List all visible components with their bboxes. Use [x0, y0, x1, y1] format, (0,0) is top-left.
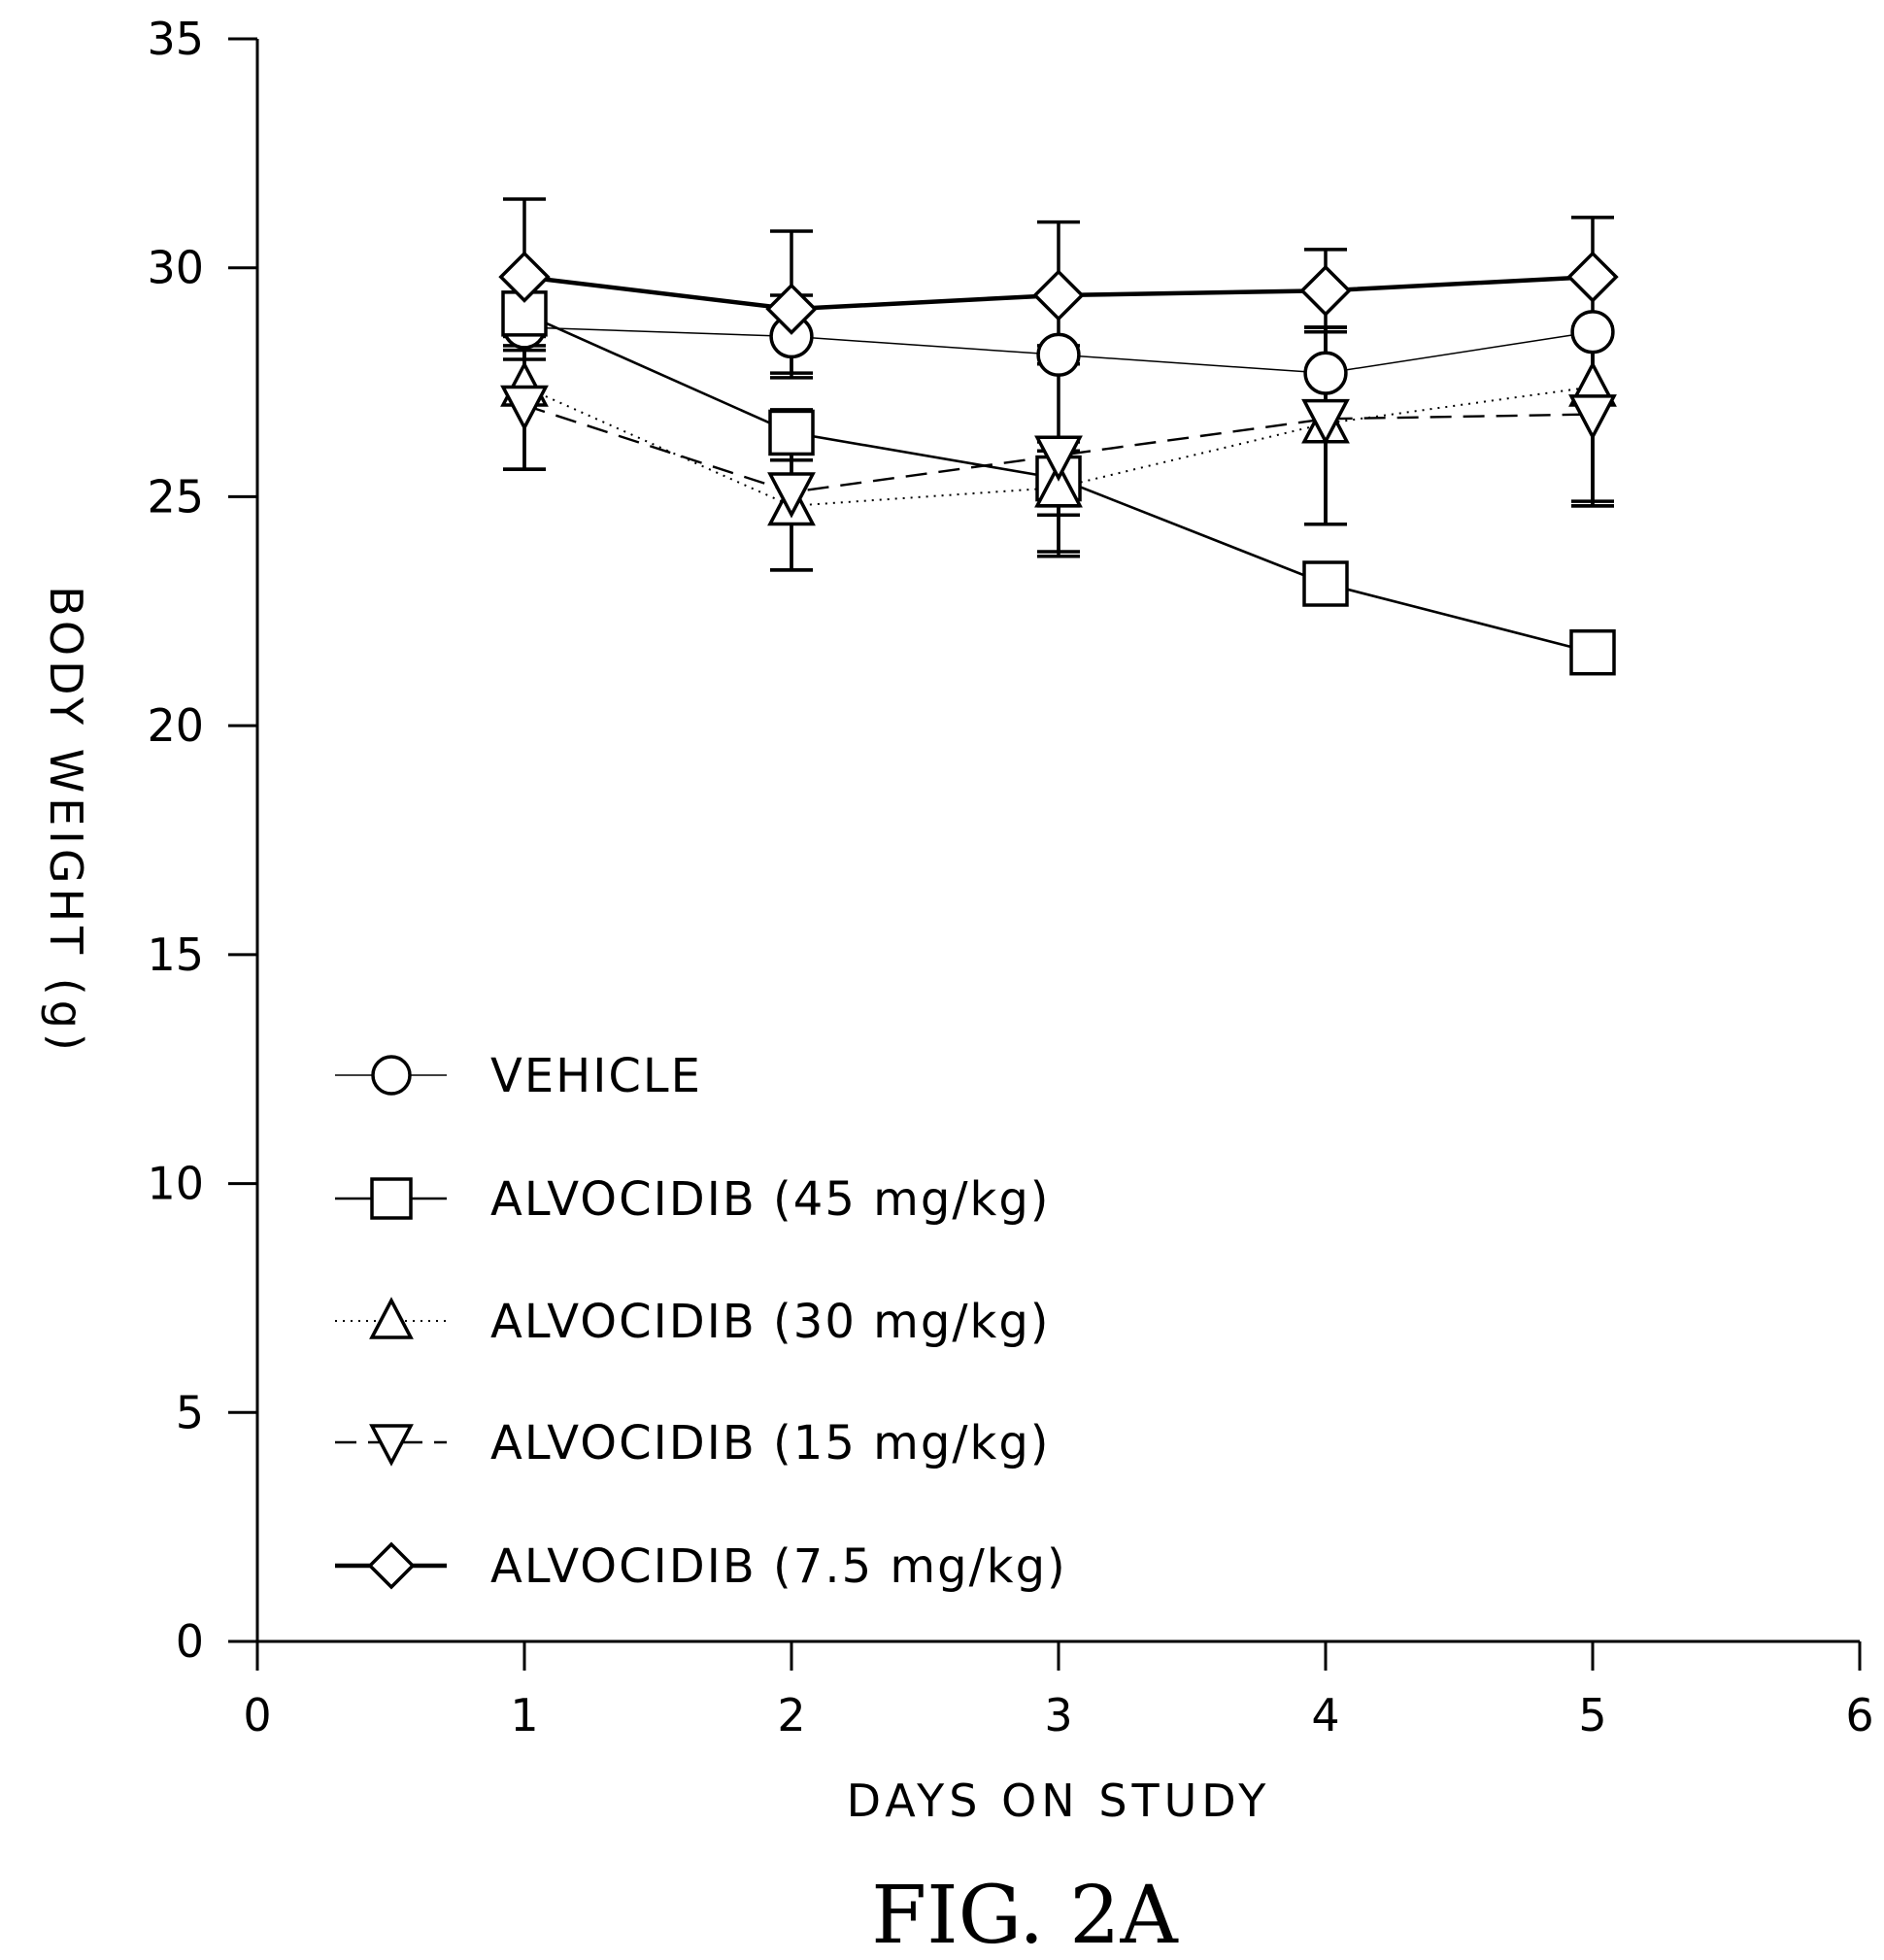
- legend-marker: [371, 1055, 412, 1096]
- data-point: [767, 472, 816, 519]
- data-point: [1032, 269, 1085, 321]
- figure-caption: FIG. 2A: [871, 1870, 1179, 1960]
- data-point: [1299, 264, 1352, 317]
- data-point: [1570, 310, 1615, 355]
- y-tick-label: 30: [147, 242, 204, 294]
- legend-marker: [370, 1177, 413, 1220]
- data-point: [1034, 435, 1083, 482]
- legend-marker: [369, 1424, 414, 1467]
- data-point: [1301, 398, 1350, 446]
- axes: [228, 37, 1862, 1671]
- data-point: [1302, 560, 1349, 607]
- y-tick-label: 10: [147, 1158, 204, 1210]
- data-point: [1568, 394, 1617, 441]
- legend: VEHICLE ALVOCIDIB (45 mg/kg) ALVOCIDIB (30…: [335, 1049, 1067, 1594]
- y-tick-label: 20: [147, 699, 204, 752]
- legend-label: ALVOCIDIB (15 mg/kg): [490, 1416, 1051, 1470]
- data-point: [500, 385, 549, 432]
- data-point: [1034, 461, 1083, 508]
- y-tick-label: 35: [147, 13, 204, 65]
- x-tick-label: 0: [243, 1689, 271, 1741]
- y-tick-label: 25: [147, 470, 204, 523]
- x-tick-label: 6: [1845, 1689, 1873, 1741]
- x-tick-label: 4: [1311, 1689, 1339, 1741]
- legend-label: ALVOCIDIB (30 mg/kg): [490, 1295, 1051, 1349]
- series-markers: [498, 251, 1619, 676]
- legend-label: ALVOCIDIB (7.5 mg/kg): [490, 1539, 1067, 1594]
- data-point: [1036, 332, 1081, 377]
- legend-label: VEHICLE: [490, 1049, 702, 1103]
- data-point: [1303, 351, 1348, 395]
- y-tick-label: 5: [176, 1386, 204, 1438]
- y-axis-title: BODY WEIGHT (g): [40, 586, 92, 1056]
- x-tick-label: 5: [1578, 1689, 1606, 1741]
- data-point: [498, 251, 551, 303]
- data-point: [768, 409, 815, 456]
- x-tick-label: 1: [510, 1689, 538, 1741]
- legend-marker: [369, 1297, 414, 1339]
- tick-labels: 0 1 2 3 4 5 6 0 5 10 15 20 25 30 35: [147, 13, 1873, 1741]
- data-point: [765, 283, 818, 335]
- x-tick-label: 2: [777, 1689, 805, 1741]
- data-point: [1569, 628, 1616, 676]
- y-tick-label: 0: [176, 1615, 204, 1668]
- y-tick-label: 15: [147, 929, 204, 981]
- error-bars: [503, 197, 1614, 572]
- x-axis-title: DAYS ON STUDY: [847, 1774, 1271, 1827]
- x-tick-label: 3: [1044, 1689, 1072, 1741]
- legend-marker: [367, 1541, 416, 1590]
- legend-label: ALVOCIDIB (45 mg/kg): [490, 1172, 1051, 1227]
- data-point: [1566, 251, 1619, 303]
- series-line-4: [523, 404, 1594, 493]
